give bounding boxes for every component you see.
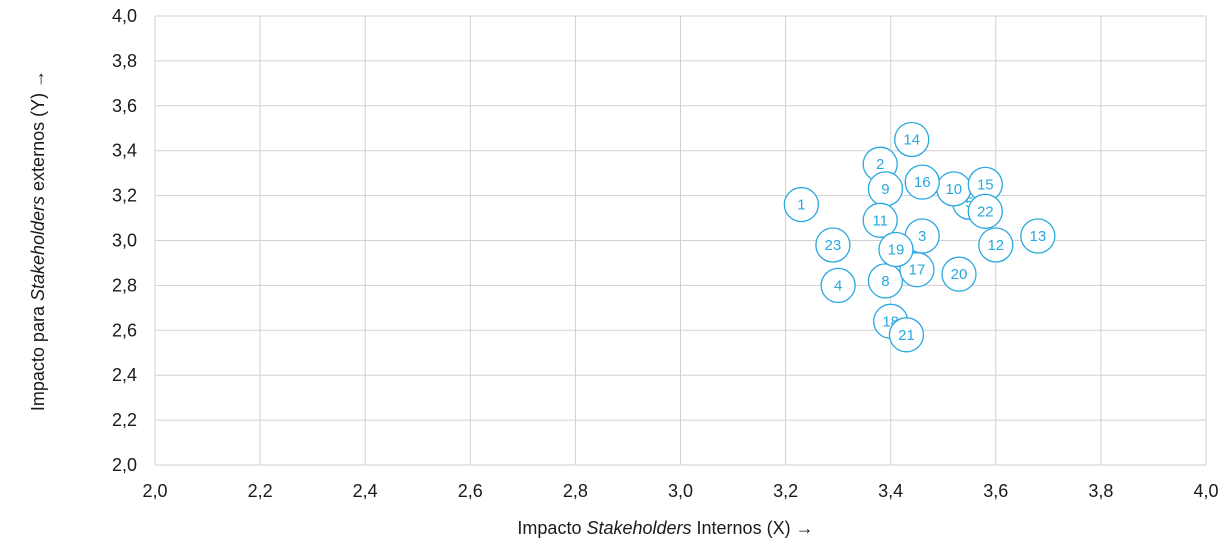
y-axis-title-part-3: externos (Y) → <box>28 70 48 196</box>
point-marker <box>888 317 925 353</box>
point-label: 22 <box>977 203 994 220</box>
point-label: 5 <box>965 194 973 211</box>
point-label: 12 <box>987 237 1004 254</box>
point-marker <box>815 227 851 263</box>
point-marker <box>967 193 1003 229</box>
x-tick-label: 3,8 <box>1088 481 1113 501</box>
y-tick-label: 3,4 <box>112 141 137 161</box>
y-tick-label: 3,6 <box>112 96 137 116</box>
point-label: 3 <box>918 228 926 245</box>
point-marker <box>867 263 904 299</box>
data-point-10: 10 <box>936 171 972 207</box>
data-point-14: 14 <box>894 121 930 158</box>
x-tick-label: 2,6 <box>458 481 483 501</box>
data-point-13: 13 <box>1020 218 1056 254</box>
point-label: 15 <box>977 176 994 193</box>
data-point-9: 9 <box>867 171 904 207</box>
point-label: 20 <box>951 266 968 283</box>
grid-lines <box>154 15 1207 466</box>
y-tick-label: 2,4 <box>112 365 137 385</box>
data-point-22: 22 <box>967 193 1003 229</box>
x-tick-label: 2,2 <box>248 481 273 501</box>
data-point-8: 8 <box>867 263 904 299</box>
x-axis-title-part-3: Internos (X) → <box>692 518 814 538</box>
y-tick-label: 2,6 <box>112 320 137 340</box>
point-label: 8 <box>881 273 889 290</box>
y-tick-label: 2,8 <box>112 275 137 295</box>
point-marker <box>1020 218 1056 254</box>
x-tick-label: 3,0 <box>668 481 693 501</box>
point-marker <box>862 202 898 238</box>
x-axis-title-part-1: Impacto <box>517 518 586 538</box>
y-axis-title-part-2: Stakeholders <box>28 196 48 301</box>
point-marker <box>978 227 1014 263</box>
x-tick-label: 2,0 <box>142 481 167 501</box>
point-label: 14 <box>903 131 920 148</box>
data-point-1: 1 <box>783 186 820 223</box>
data-point-23: 23 <box>815 227 851 263</box>
point-label: 2 <box>876 156 884 173</box>
point-marker <box>941 256 977 292</box>
data-point-19: 19 <box>878 231 914 268</box>
point-label: 16 <box>914 174 931 191</box>
y-axis-title: Impacto para Stakeholders externos (Y) → <box>28 70 48 411</box>
x-axis-title: Impacto Stakeholders Internos (X) → <box>517 518 813 538</box>
point-label: 10 <box>945 181 962 198</box>
point-marker <box>878 231 914 268</box>
point-label: 1 <box>797 197 805 214</box>
point-label: 23 <box>825 237 842 254</box>
x-tick-labels: 2,0 2,2 2,4 2,6 2,8 3,0 3,2 3,4 3,6 3,8 4,0 <box>142 481 1218 501</box>
y-tick-labels: 2,0 2,2 2,4 2,6 2,8 3,0 3,2 3,4 3,6 3,8 4,0 <box>112 6 137 475</box>
y-tick-label: 4,0 <box>112 6 137 26</box>
y-tick-label: 2,0 <box>112 455 137 475</box>
data-point-21: 21 <box>888 317 925 353</box>
x-tick-label: 2,8 <box>563 481 588 501</box>
data-point-4: 4 <box>820 267 856 304</box>
data-point-16: 16 <box>904 164 940 200</box>
point-label: 17 <box>909 262 926 279</box>
x-axis-title-part-2: Stakeholders <box>586 518 691 538</box>
y-tick-label: 3,2 <box>112 186 137 206</box>
point-label: 11 <box>872 212 888 229</box>
x-tick-label: 3,2 <box>773 481 798 501</box>
x-tick-label: 4,0 <box>1193 481 1218 501</box>
point-label: 13 <box>1029 228 1046 245</box>
point-marker <box>894 121 930 158</box>
point-marker <box>904 164 940 200</box>
x-tick-label: 3,4 <box>878 481 903 501</box>
data-point-20: 20 <box>941 256 977 292</box>
point-label: 21 <box>898 327 915 344</box>
x-tick-label: 3,6 <box>983 481 1008 501</box>
y-tick-label: 3,8 <box>112 51 137 71</box>
data-point-12: 12 <box>978 227 1014 263</box>
y-tick-label: 3,0 <box>112 231 137 251</box>
point-marker <box>783 186 820 223</box>
y-axis-title-part-1: Impacto para <box>28 301 48 411</box>
point-label: 19 <box>888 241 905 258</box>
y-tick-label: 2,2 <box>112 410 137 430</box>
x-tick-label: 2,4 <box>353 481 378 501</box>
data-point-11: 11 <box>862 202 898 238</box>
point-label: 4 <box>834 277 842 294</box>
point-label: 9 <box>881 181 889 198</box>
point-marker <box>820 267 856 304</box>
